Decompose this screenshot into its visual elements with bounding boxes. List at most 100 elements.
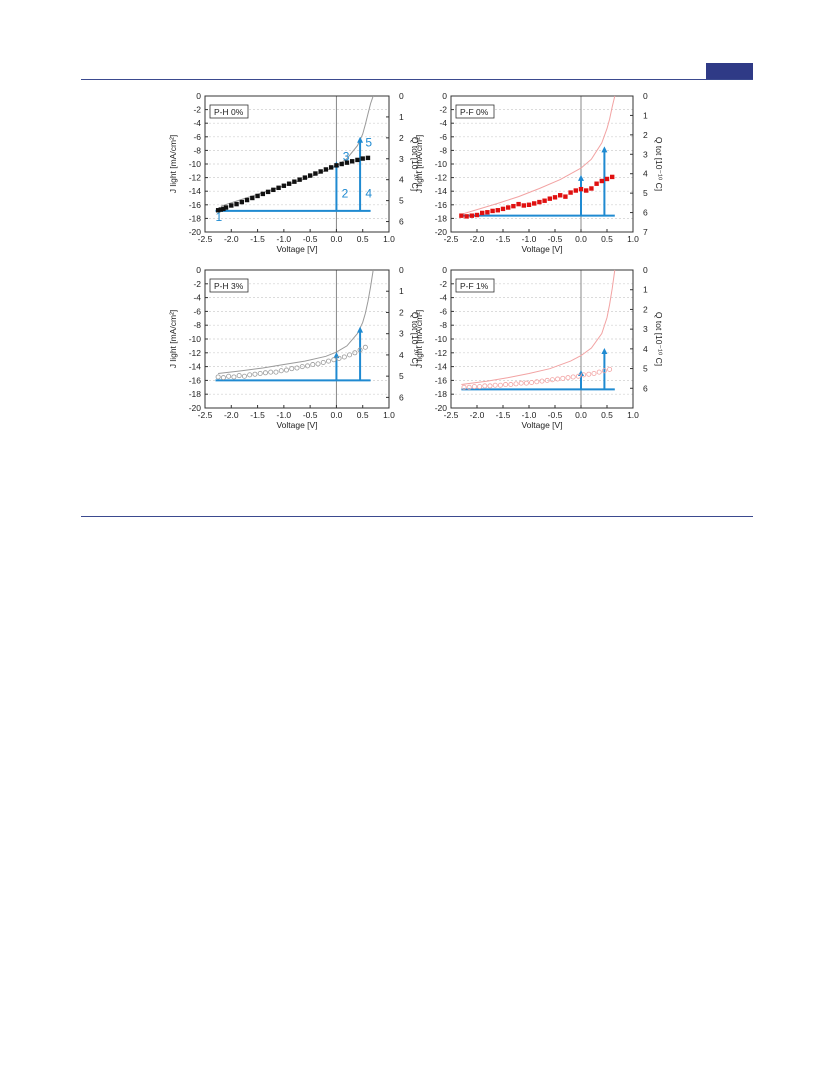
data-point (594, 181, 599, 186)
data-point (511, 203, 516, 209)
x-tick-label: -1.5 (496, 234, 511, 244)
data-point (610, 174, 615, 180)
y2-tick-label: 1 (399, 286, 404, 296)
x-tick-label: 0.5 (601, 234, 613, 244)
arrow-head-2 (357, 136, 364, 143)
data-point (459, 213, 464, 218)
data-point (544, 377, 550, 383)
model-curve (461, 269, 616, 385)
arrow-head-2 (601, 146, 608, 153)
x-tick-label: 1.0 (383, 410, 395, 420)
x-tick-label: 0.0 (331, 410, 343, 420)
step-annotation: 1 (216, 210, 223, 224)
x-tick-label: 0.0 (331, 234, 343, 244)
data-point (578, 186, 584, 192)
data-point (508, 382, 514, 388)
data-point (558, 193, 563, 198)
data-point (236, 373, 242, 379)
y-tick-label: -8 (193, 320, 201, 330)
x-tick-label: -1.0 (277, 410, 292, 420)
data-point (336, 355, 342, 361)
data-point (490, 208, 495, 214)
x-tick-label: -2.5 (198, 410, 213, 420)
data-point (607, 366, 613, 372)
y2-tick-label: 2 (643, 130, 648, 140)
y2-tick-label: 6 (643, 383, 648, 393)
data-point (265, 189, 271, 195)
data-point (534, 379, 540, 385)
data-point (229, 203, 234, 208)
x-tick-label: 0.5 (357, 234, 369, 244)
data-point (278, 368, 284, 374)
data-point (555, 376, 561, 382)
x-tick-label: -0.5 (548, 234, 563, 244)
panel-label-text: P-H 0% (214, 107, 244, 117)
data-point (591, 370, 597, 376)
step-annotation: 3 (343, 150, 350, 164)
y-tick-label: -20 (435, 227, 448, 237)
y-tick-label: 0 (196, 91, 201, 101)
data-point (601, 368, 607, 374)
data-point (302, 175, 308, 180)
y2-tick-label: 1 (643, 110, 648, 120)
data-point (283, 367, 289, 373)
arrow-head-2 (357, 326, 364, 333)
data-point (357, 347, 363, 353)
data-point (523, 380, 529, 386)
data-point (271, 187, 276, 193)
y2-tick-label: 0 (399, 265, 404, 275)
data-point (549, 377, 555, 383)
data-point (586, 371, 592, 377)
y2-tick-label: 3 (643, 149, 648, 159)
y-tick-label: -16 (435, 200, 448, 210)
y2-tick-label: 0 (643, 265, 648, 275)
y-tick-label: -14 (189, 186, 202, 196)
y2-axis-label: Q tot [10⁻¹⁰ C] (654, 137, 664, 191)
y2-tick-label: 6 (399, 217, 404, 227)
x-tick-label: -2.5 (198, 234, 213, 244)
x-axis-label: Voltage [V] (276, 420, 317, 430)
data-point (560, 375, 566, 381)
data-point (231, 374, 237, 380)
data-point (506, 205, 511, 210)
chart-panel-3: -2.5 -2.0 -1.5 -1.0 -0.5 0.0 0.5 1.0 0 -2 -4 -6 -8 -1… (168, 265, 420, 430)
data-point (341, 354, 347, 360)
data-point (255, 193, 260, 199)
y-tick-label: -18 (189, 389, 202, 399)
panel-label: P-H 0% (209, 104, 249, 119)
y2-tick-label: 4 (643, 169, 648, 179)
y-axis-label: J light [mA/cm²] (168, 310, 178, 369)
panel-label: P-F 0% (455, 104, 495, 119)
model-curve (461, 95, 616, 215)
data-point (307, 173, 313, 178)
y-tick-label: -18 (435, 213, 448, 223)
step-annotation: 2 (342, 186, 349, 200)
data-point (532, 201, 537, 206)
x-tick-label: -0.5 (303, 234, 318, 244)
y-tick-label: -6 (193, 306, 201, 316)
y-tick-label: -6 (439, 132, 447, 142)
data-point (220, 375, 226, 381)
data-point (480, 210, 485, 216)
y-tick-label: -20 (435, 403, 448, 413)
y-tick-label: -2 (439, 279, 447, 289)
x-tick-label: -2.5 (444, 410, 459, 420)
data-point (584, 188, 589, 193)
data-point (461, 384, 467, 390)
y-tick-label: -16 (189, 375, 202, 385)
x-tick-label: -2.0 (470, 410, 485, 420)
data-point (474, 212, 480, 218)
data-point (352, 350, 358, 356)
data-point (575, 373, 581, 379)
chart-panel-2: -2.5 -2.0 -1.5 -1.0 -0.5 0.0 0.5 1.0 0 -2 -4 -6 -8 -1… (414, 91, 664, 254)
x-axis-label: Voltage [V] (521, 420, 562, 430)
y2-tick-label: 2 (399, 307, 404, 317)
data-point (305, 363, 311, 369)
data-point (521, 203, 526, 208)
data-point (239, 199, 244, 205)
panel-label-box (209, 104, 249, 119)
data-point (573, 188, 578, 193)
x-tick-label: -1.5 (496, 410, 511, 420)
y-tick-label: -4 (193, 293, 201, 303)
y2-tick-label: 6 (399, 392, 404, 402)
